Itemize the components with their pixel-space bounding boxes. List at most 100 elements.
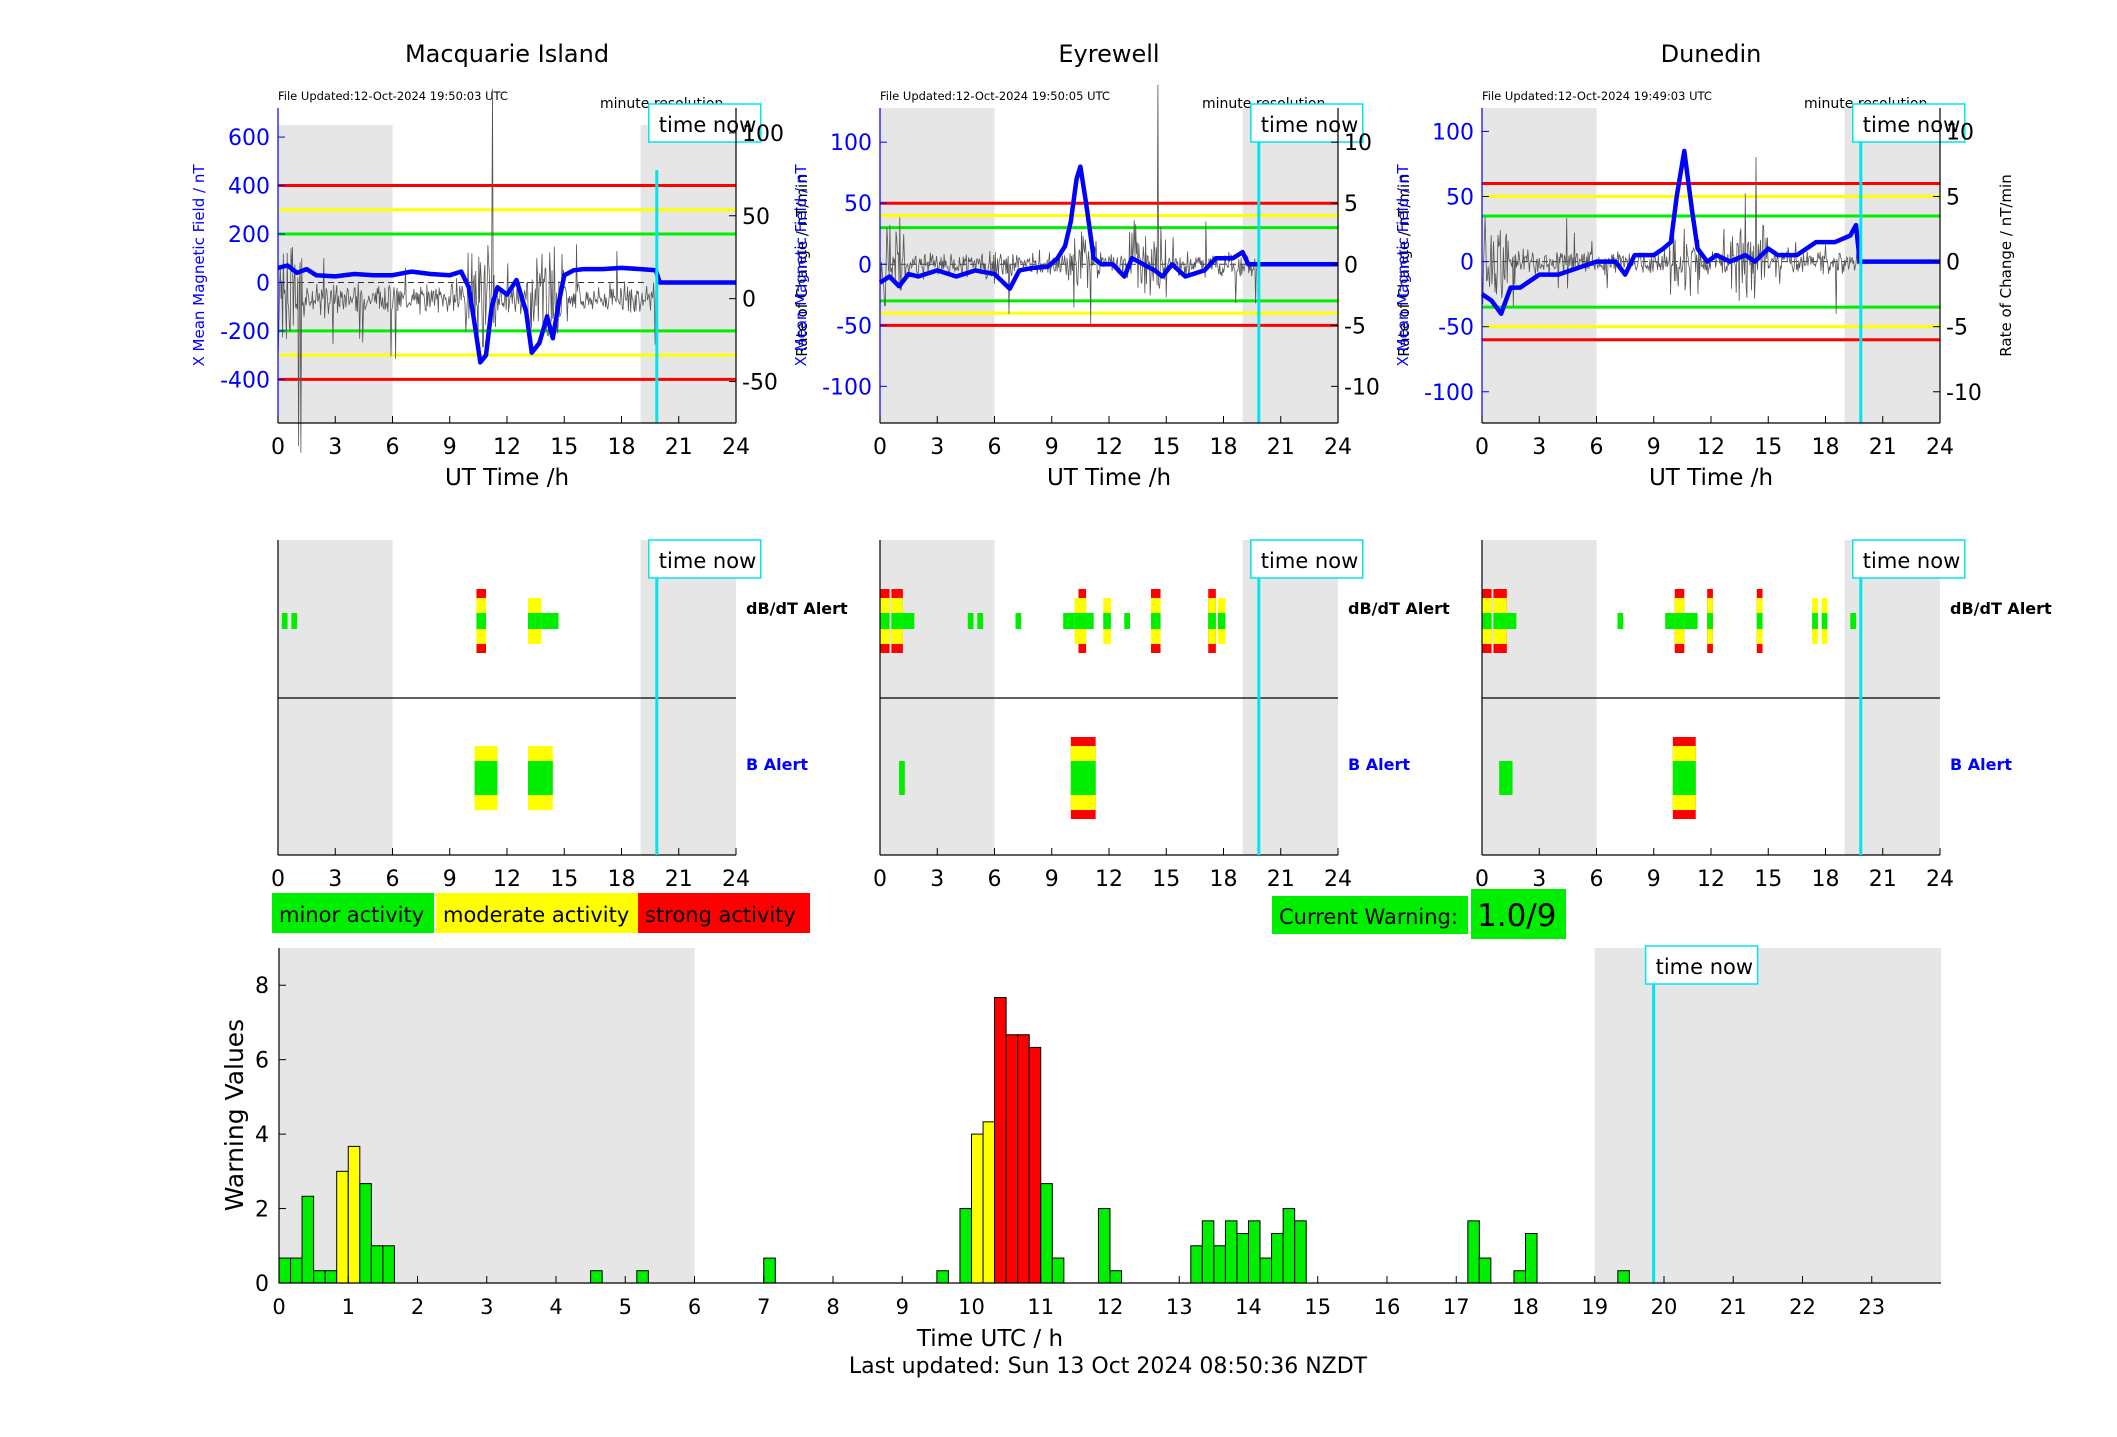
histogram-bar [1028,1046,1042,1284]
histogram-bar [1190,1245,1203,1284]
x-axis-label: UT Time /h [445,465,569,491]
histogram-bar [370,1245,384,1284]
x-tick-label: 6 [688,1295,701,1319]
x-tick-label: 21 [665,867,693,892]
rate-of-change-trace [879,84,1259,324]
y-tick-label: 0 [1460,251,1474,276]
current-warning-label-box [1272,896,1468,934]
x-tick-label: 8 [826,1295,839,1319]
histogram-bar [1248,1220,1261,1284]
legend-swatch-moderate [436,893,638,933]
legend-label-minor: minor activity [279,903,424,927]
y-tick-label: 0 [255,1272,269,1297]
x-tick-label: 7 [757,1295,770,1319]
night-shade [1594,948,1941,1283]
x-tick-label: 3 [1532,435,1546,460]
x-tick-label: 12 [1095,867,1123,892]
y-tick-label: -50 [836,314,872,339]
dbdt-alert-bar-minor [1684,613,1698,629]
y-right-tick-label: -50 [742,371,778,396]
dbdt-alert-bar-strong [1493,613,1507,629]
dbdt-alert-bar-strong [1078,613,1087,629]
alert-panel-2: time now dB/dT Alert B Alert 0 3 6 9 12 15 18 21 24 [1475,539,2052,892]
dbdt-alert-bar-minor [1124,613,1130,629]
x-tick-label: 24 [1324,867,1352,892]
histogram-bar [1051,1257,1065,1284]
b-alert-bar-strong [1672,761,1696,795]
dbdt-alert-bar-moderate [1812,613,1818,629]
histogram-bar [636,1270,649,1284]
dbdt-alert-bar-moderate [1103,613,1111,629]
histogram-bar [1017,1034,1030,1284]
x-tick-label: 4 [549,1295,562,1319]
x-tick-label: 3 [930,435,944,460]
dbdt-alert-bar-moderate [527,613,536,629]
time-now-label: time now [1261,113,1358,137]
histogram-bar [763,1257,776,1284]
y-tick-label: 2 [255,1198,269,1223]
x-tick-label: 0 [873,435,887,460]
y-axis-label-left: X Mean Magnetic Field / nT [190,164,208,367]
x-tick-label: 9 [1647,867,1661,892]
y-tick-label: -100 [1424,381,1474,406]
x-tick-label: 3 [328,867,342,892]
y-tick-label: -100 [822,375,872,400]
histogram-bar [1467,1220,1480,1284]
dbdt-alert-label: dB/dT Alert [1348,599,1450,618]
legend-label-strong: strong activity [645,903,796,927]
file-updated-text: File Updated:12-Oct-2024 19:49:03 UTC [1482,89,1712,103]
y-right-tick-label: 50 [742,205,770,230]
time-now-box [1250,103,1364,143]
y-right-tick-label: 10 [1946,120,1974,145]
alert-panel-0: time now dB/dT Alert B Alert 0 3 6 9 12 15 18 21 24 [271,539,848,892]
b-alert-label: B Alert [1348,755,1410,774]
x-tick-label: 19 [1581,1295,1608,1319]
x-tick-label: 21 [1267,867,1295,892]
histogram-bar [336,1170,349,1284]
file-updated-text: File Updated:12-Oct-2024 19:50:03 UTC [278,89,508,103]
x-tick-label: 18 [1210,867,1238,892]
histogram-bar [1294,1220,1307,1284]
dbdt-alert-bar-strong [1150,613,1161,629]
x-tick-label: 15 [1152,435,1180,460]
x-tick-label: 9 [1045,867,1059,892]
histogram-bar [1525,1232,1538,1284]
histogram-bar [1097,1208,1111,1284]
y-tick-label: 8 [255,974,269,999]
x-tick-label: 15 [550,867,578,892]
x-tick-label: 3 [480,1295,493,1319]
x-tick-label: 21 [1720,1295,1747,1319]
x-tick-label: 0 [1475,867,1489,892]
y-tick-label: -50 [1438,316,1474,341]
dbdt-alert-bar-strong [891,613,903,629]
dbdt-alert-bar-minor [1506,613,1517,629]
x-tick-label: 3 [1532,867,1546,892]
time-now-box [1250,539,1364,579]
histogram-bar [1213,1245,1226,1284]
time-now-label: time now [1863,549,1960,573]
x-tick-label: 0 [271,867,285,892]
dbdt-alert-bar-minor [1850,613,1857,629]
y-axis-label-left: X Mean Magnetic Field / nT [792,164,810,367]
y-right-tick-label: 5 [1344,192,1358,217]
x-tick-label: 12 [1097,1295,1124,1319]
time-now-label: time now [1261,549,1358,573]
x-axis-label: Time UTC / h [916,1326,1063,1352]
x-tick-label: 6 [988,435,1002,460]
x-tick-label: 12 [493,435,521,460]
y-tick-label: -200 [220,320,270,345]
x-tick-label: 9 [1647,435,1661,460]
x-tick-label: 20 [1651,1295,1678,1319]
x-tick-label: 6 [386,867,400,892]
histogram-bar [959,1208,972,1284]
dbdt-alert-bar-minor [977,613,984,629]
panel-title: Macquarie Island [405,40,609,68]
legend-swatch-strong [638,893,810,933]
y-tick-label: 400 [228,175,270,200]
x-tick-label: 12 [1697,435,1725,460]
histogram-bar [1224,1220,1238,1284]
time-now-box [1852,103,1966,143]
station-panel-0: Macquarie Island File Updated:12-Oct-2024… [190,40,811,491]
x-tick-label: 12 [1697,867,1725,892]
